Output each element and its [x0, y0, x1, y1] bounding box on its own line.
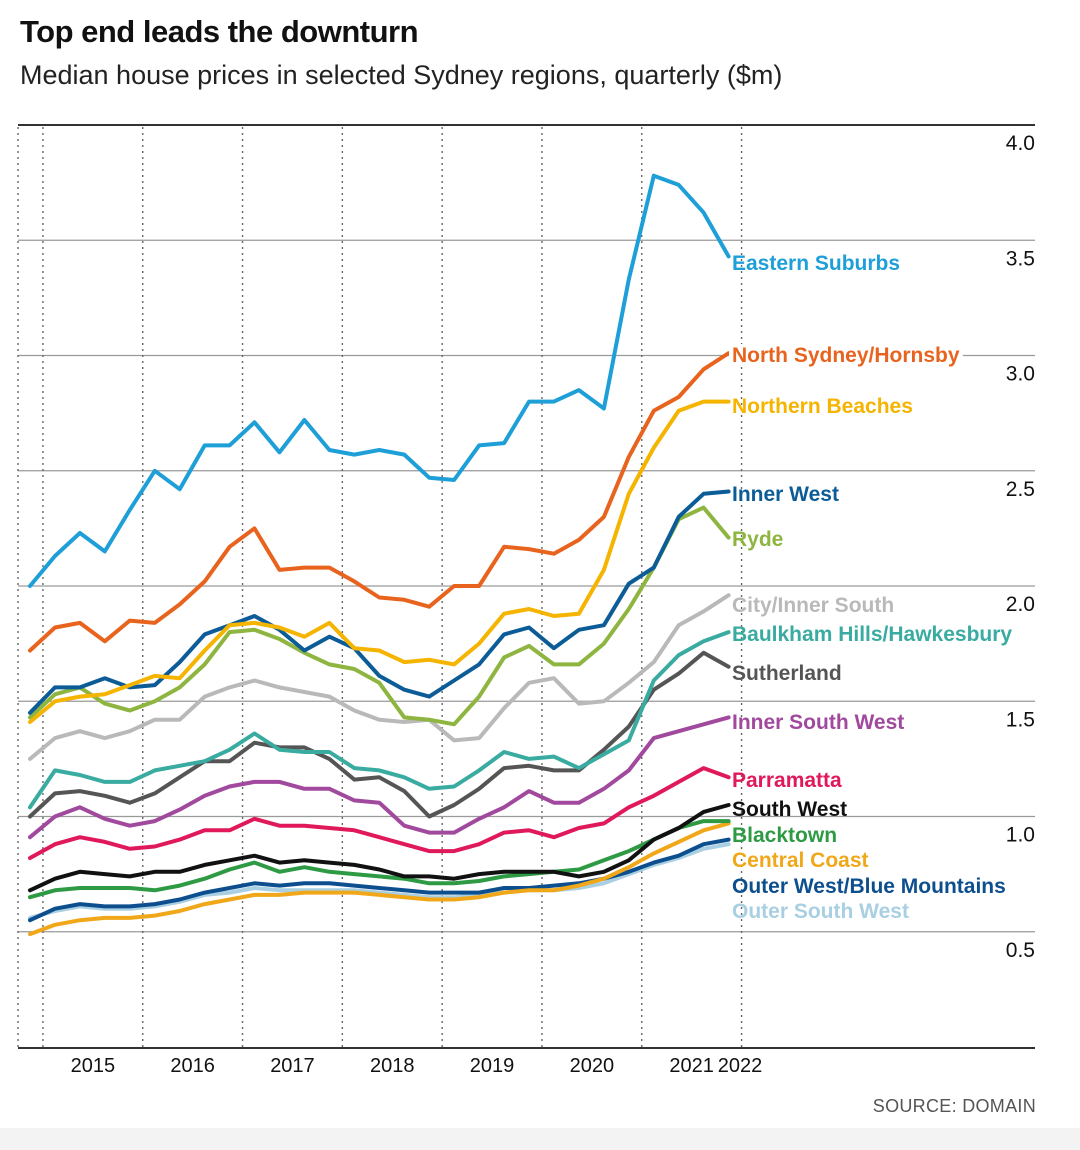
series-label: Parramatta [732, 769, 842, 792]
y-tick-label: 3.5 [1006, 247, 1035, 270]
series-label: Baulkham Hills/Hawkesbury [732, 623, 1012, 646]
series-label: City/Inner South [732, 594, 894, 617]
series-label: Outer West/Blue Mountains [732, 875, 1006, 898]
series-line-outer-south-west [28, 842, 731, 920]
x-axis: 2015 2016 2017 2018 2019 2020 2021 2022 [71, 1055, 763, 1077]
x-tick-label: 2015 [71, 1055, 116, 1077]
series-line-inner-west [28, 489, 731, 715]
series-label: South West [732, 798, 847, 821]
series-line-city-inner-south [28, 593, 731, 761]
series-line-northern-beaches [28, 399, 731, 724]
series-label: North Sydney/Hornsby [732, 344, 960, 367]
series-label: Northern Beaches [732, 395, 913, 418]
series-line-eastern-suburbs [28, 173, 731, 588]
x-tick-label: 2017 [270, 1055, 315, 1077]
series-label: Eastern Suburbs [732, 252, 900, 275]
series-label: Central Coast [732, 849, 869, 872]
x-tick-label: 2021 [669, 1055, 714, 1077]
x-tick-label: 2016 [170, 1055, 215, 1077]
series-label: Outer South West [732, 900, 909, 923]
series-line-ryde [28, 505, 731, 727]
series-label: Sutherland [732, 662, 842, 685]
series-line-blacktown [28, 819, 731, 900]
y-tick-label: 1.0 [1006, 824, 1035, 847]
series-labels: Eastern Suburbs North Sydney/Hornsby North… [729, 252, 1012, 923]
footer-band [0, 1128, 1080, 1150]
y-tick-label: 2.5 [1006, 478, 1035, 501]
series-label: Inner West [732, 483, 839, 506]
series-line-baulkham-hills-hawkesbury [28, 630, 731, 810]
x-tick-label: 2018 [370, 1055, 415, 1077]
y-tick-label: 2.0 [1006, 593, 1035, 616]
chart-title: Top end leads the downturn [20, 14, 419, 49]
label-knockout [729, 344, 963, 367]
x-tick-label: 2019 [470, 1055, 515, 1077]
series-line-north-sydney-hornsby [28, 351, 731, 653]
y-axis: 4.0 3.5 3.0 2.5 2.0 1.5 1.0 0.5 [1006, 132, 1035, 962]
series-lines [28, 173, 731, 937]
series-label: Ryde [732, 528, 783, 551]
series-line-south-west [28, 803, 731, 893]
series-line-inner-south-west [28, 715, 731, 840]
y-tick-label: 3.0 [1006, 363, 1035, 386]
y-tick-label: 1.5 [1006, 708, 1035, 731]
y-tick-label: 4.0 [1006, 132, 1035, 155]
series-line-central-coast [28, 821, 731, 937]
y-tick-label: 0.5 [1006, 939, 1035, 962]
chart-subtitle: Median house prices in selected Sydney r… [20, 60, 783, 90]
series-line-parramatta [28, 766, 731, 860]
series-line-sutherland [28, 650, 731, 819]
x-tick-label: 2020 [570, 1055, 615, 1077]
series-label: Inner South West [732, 711, 904, 734]
series-label: Blacktown [732, 824, 837, 847]
x-tick-label: 2022 [718, 1055, 763, 1077]
source-note: SOURCE: DOMAIN [872, 1096, 1036, 1116]
